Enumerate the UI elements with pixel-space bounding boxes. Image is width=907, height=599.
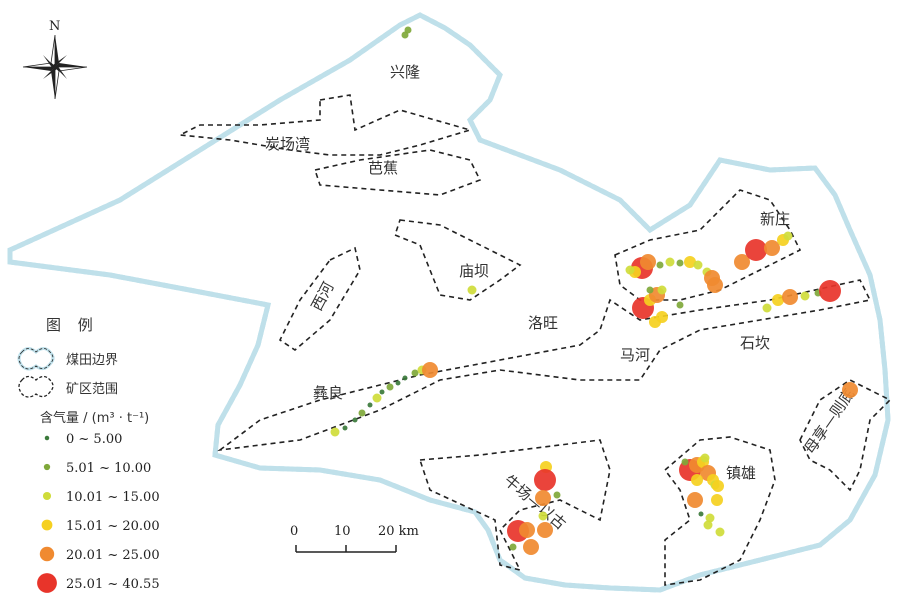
gas-point-class-1: [553, 491, 561, 499]
gas-point-class-1: [386, 383, 394, 391]
gas-point-class-1: [509, 543, 517, 551]
gas-point-class-0: [379, 389, 385, 395]
region-label-bajiao: 芭蕉: [368, 159, 398, 177]
legend-title: 图 例: [46, 316, 99, 334]
gas-point-class-4: [842, 382, 858, 398]
gas-point-class-1: [676, 301, 684, 309]
north-label: N: [49, 19, 60, 34]
region-label-mahe: 马河: [620, 346, 650, 364]
region-label-yiliang: 彝良: [313, 384, 343, 402]
gas-point-class-4: [734, 254, 750, 270]
legend-class-3-swatch: [41, 519, 53, 531]
gas-point-class-2: [625, 265, 635, 275]
gas-point-class-0: [698, 511, 704, 517]
legend-class-0-swatch: [44, 435, 50, 441]
gas-point-class-2: [538, 511, 548, 521]
legend-class-5-swatch: [37, 573, 57, 593]
legend-class-2-swatch: [42, 491, 52, 501]
legend-class-2-label: 10.01 ~ 15.00: [66, 490, 160, 505]
gas-point-class-0: [352, 417, 358, 423]
gas-point-class-4: [422, 362, 438, 378]
legend-gas-title: 含气量 / (m³ · t⁻¹): [40, 410, 149, 426]
scale-tick-0: 0: [290, 524, 298, 539]
gas-point-class-4: [704, 270, 720, 286]
gas-point-class-3: [712, 480, 724, 492]
legend-class-0-label: 0 ~ 5.00: [66, 432, 122, 447]
gas-point-class-3: [656, 311, 668, 323]
gas-point-class-2: [703, 520, 713, 530]
gas-point-class-1: [681, 458, 689, 466]
gas-point-class-1: [656, 261, 664, 269]
gas-point-class-1: [404, 26, 412, 34]
north-arrow-icon: [22, 34, 88, 100]
gas-point-class-2: [700, 453, 710, 463]
gas-point-class-0: [367, 402, 373, 408]
region-label-xinzhuang: 新庄: [760, 210, 790, 228]
legend-class-5-label: 25.01 ~ 40.55: [66, 577, 160, 592]
gas-point-class-2: [330, 427, 340, 437]
scale-tick-20: 20 km: [378, 524, 419, 539]
gas-point-class-2: [665, 257, 675, 267]
region-label-xinglong: 兴隆: [390, 63, 420, 81]
gas-point-class-2: [783, 231, 793, 241]
gas-point-class-5: [745, 239, 767, 261]
region-label-zhenxiong: 镇雄: [726, 464, 756, 482]
legend-boundary-label: 煤田边界: [66, 353, 118, 368]
gas-content-points: [330, 26, 858, 555]
gas-point-class-5: [534, 469, 556, 491]
gas-point-class-0: [395, 380, 401, 386]
gas-point-class-3: [772, 294, 784, 306]
gas-point-class-2: [800, 291, 810, 301]
gas-point-class-2: [657, 285, 667, 295]
legend-class-1-label: 5.01 ~ 10.00: [66, 461, 151, 476]
legend-class-3-label: 15.01 ~ 20.00: [66, 519, 160, 534]
legend-mine-area-swatch: [18, 375, 54, 398]
gas-point-class-3: [691, 474, 703, 486]
region-label-miaoba: 庙坝: [459, 262, 489, 280]
gas-point-class-1: [358, 409, 366, 417]
legend-class-1-swatch: [43, 463, 51, 471]
gas-point-class-4: [523, 539, 539, 555]
region-label-luowang: 洛旺: [528, 314, 558, 332]
gas-point-class-2: [705, 513, 715, 523]
gas-point-class-4: [640, 254, 656, 270]
region-label-tanchangwan: 炭场湾: [265, 135, 310, 153]
gas-point-class-4: [535, 490, 551, 506]
scale-bar: [295, 545, 397, 553]
gas-point-class-2: [467, 285, 477, 295]
gas-point-class-5: [819, 280, 841, 302]
gas-point-class-4: [519, 522, 535, 538]
gas-point-class-3: [684, 256, 696, 268]
gas-point-class-3: [711, 494, 723, 506]
gas-point-class-4: [537, 522, 553, 538]
gas-point-class-2: [715, 527, 725, 537]
gas-point-class-1: [646, 286, 654, 294]
gas-point-class-2: [762, 303, 772, 313]
gas-point-class-2: [372, 393, 382, 403]
gas-point-class-1: [676, 259, 684, 267]
gas-point-class-1: [411, 369, 419, 377]
gas-point-class-4: [687, 492, 703, 508]
region-label-shikan: 石坎: [740, 334, 770, 352]
scale-tick-10: 10: [334, 524, 351, 539]
gas-point-class-2: [693, 260, 703, 270]
gas-point-class-4: [782, 289, 798, 305]
legend-class-4-swatch: [39, 546, 55, 562]
legend-class-4-label: 20.01 ~ 25.00: [66, 548, 160, 563]
gas-point-class-4: [764, 240, 780, 256]
gas-point-class-0: [342, 425, 348, 431]
legend-mine-area-label: 矿区范围: [66, 382, 118, 397]
gas-point-class-0: [402, 375, 408, 381]
